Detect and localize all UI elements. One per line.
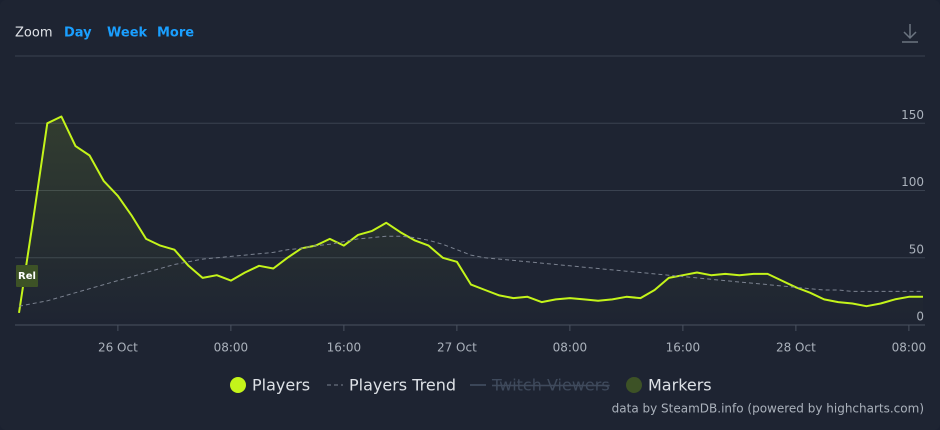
zoom-button[interactable]: More — [157, 26, 194, 41]
legend-label: Players — [252, 376, 310, 395]
legend-label: Markers — [648, 376, 712, 395]
download-button[interactable] — [902, 24, 918, 43]
x-tick-label: 08:00 — [892, 341, 927, 355]
credit: data by SteamDB.info (powered by highcha… — [612, 402, 924, 416]
series-area — [19, 116, 923, 325]
y-tick-label: 50 — [909, 242, 924, 256]
legend-label: Twitch Viewers — [491, 376, 610, 395]
download-icon — [902, 24, 918, 43]
legend-item[interactable]: Players — [230, 376, 310, 395]
x-tick-label: 16:00 — [666, 341, 701, 355]
zoom-button[interactable]: Week — [107, 26, 148, 41]
legend-symbol — [626, 377, 642, 393]
legend-item[interactable]: Players Trend — [327, 376, 456, 395]
x-tick-label: 26 Oct — [98, 341, 138, 355]
series-line — [18, 235, 923, 307]
x-tick-label: 27 Oct — [437, 341, 477, 355]
series-line — [18, 115, 923, 314]
legend-symbol — [230, 377, 246, 393]
y-tick-label: 100 — [901, 175, 924, 189]
legend-item[interactable]: Markers — [626, 376, 712, 395]
x-tick-label: 28 Oct — [776, 341, 816, 355]
y-tick-label: 150 — [901, 108, 924, 122]
x-tick-label: 08:00 — [553, 341, 588, 355]
x-tick-label: 08:00 — [214, 341, 249, 355]
event-marker-label: Rel — [18, 271, 36, 282]
zoom-label: Zoom — [15, 26, 52, 41]
legend-label: Players Trend — [349, 376, 456, 395]
event-marker — [16, 265, 38, 287]
zoom-button[interactable]: Day — [64, 26, 92, 41]
x-tick-label: 16:00 — [327, 341, 362, 355]
legend-item[interactable]: Twitch Viewers — [470, 376, 610, 395]
